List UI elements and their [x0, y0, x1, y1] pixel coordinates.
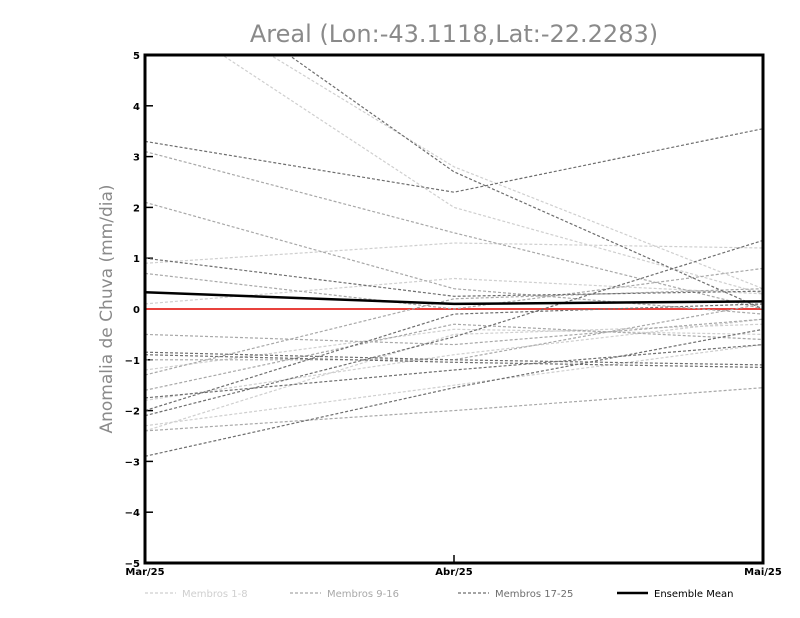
plot-frame — [143, 53, 765, 565]
member-line-group3-9 — [145, 328, 763, 457]
y-tick-label: 0 — [133, 305, 140, 316]
chart-title: Areal (Lon:-43.1118,Lat:-22.2283) — [250, 20, 658, 48]
member-line-group1-1 — [269, 55, 763, 290]
member-line-group3-2 — [145, 128, 763, 193]
member-line-group2-6 — [145, 288, 763, 376]
member-line-group2-1 — [145, 150, 763, 310]
member-line-group3-6 — [145, 344, 763, 399]
member-line-group3-3 — [145, 257, 763, 297]
y-tick-label: −1 — [125, 356, 140, 367]
member-line-group3-8 — [145, 239, 763, 417]
member-line-group1-7 — [145, 344, 763, 427]
y-tick-label: −5 — [125, 559, 140, 570]
member-line-group2-8 — [145, 323, 763, 391]
member-line-group3-7 — [145, 303, 763, 412]
x-tick-label: Mai/25 — [744, 567, 782, 578]
y-tick-label: −3 — [125, 457, 140, 468]
y-axis-label: Anomalia de Chuva (mm/dia) — [97, 184, 117, 433]
legend-label: Membros 9-16 — [327, 589, 399, 600]
member-line-group3-5 — [145, 354, 763, 368]
member-line-group1-6 — [145, 318, 763, 401]
legend-label: Ensemble Mean — [654, 589, 733, 600]
x-axis: Mar/25 Abr/25 Mai/25 — [125, 555, 782, 578]
member-line-group2-3 — [145, 267, 763, 310]
x-tick-label: Abr/25 — [435, 567, 472, 578]
y-tick-label: −4 — [125, 508, 140, 519]
y-tick-label: 1 — [133, 254, 140, 265]
member-line-group3-4 — [145, 351, 763, 366]
y-tick-label: 4 — [133, 102, 140, 113]
member-line-group2-2 — [145, 201, 763, 315]
legend-label: Membros 1-8 — [182, 589, 248, 600]
y-tick-label: −2 — [125, 407, 140, 418]
y-tick-label: 5 — [133, 51, 140, 62]
plot-lines — [145, 55, 763, 457]
legend-label: Membros 17-25 — [495, 589, 573, 600]
member-line-group2-4 — [145, 318, 763, 346]
member-line-group1-3 — [145, 242, 763, 264]
y-axis: −5 −4 −3 −2 −1 0 1 2 3 4 5 — [125, 51, 153, 570]
legend: Membros 1-8 Membros 9-16 Membros 17-25 Ense… — [145, 589, 733, 600]
member-line-group1-8 — [145, 323, 763, 432]
member-line-group2-5 — [145, 303, 763, 361]
ensemble-mean-line — [145, 290, 763, 306]
y-tick-label: 2 — [133, 203, 140, 214]
y-tick-label: 3 — [133, 153, 140, 164]
member-line-group2-7 — [145, 387, 763, 432]
x-tick-label: Mar/25 — [125, 567, 164, 578]
member-line-group1-5 — [145, 328, 763, 371]
member-line-group1-4 — [145, 277, 763, 305]
